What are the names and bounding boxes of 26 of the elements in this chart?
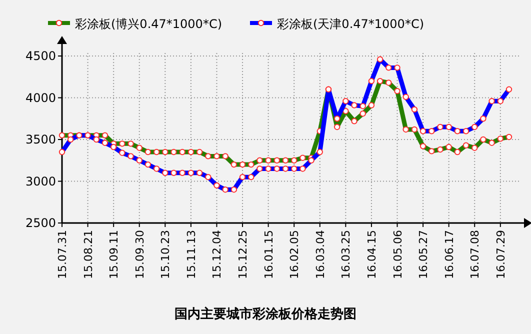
y-tick-label: 4500 bbox=[25, 49, 56, 63]
y-tick-label: 3000 bbox=[25, 174, 56, 188]
x-tick-label: 15.11.13 bbox=[184, 230, 198, 279]
y-tick-label: 3500 bbox=[25, 132, 56, 146]
legend-label: 彩涂板(天津0.47*1000*C) bbox=[277, 17, 424, 31]
x-tick-label: 16.05.06 bbox=[391, 230, 404, 279]
x-tick-label: 16.01.15 bbox=[262, 230, 276, 279]
x-tick-label: 15.07.31 bbox=[56, 230, 69, 279]
x-tick-label: 15.12.04 bbox=[210, 230, 224, 279]
y-tick-label: 2500 bbox=[25, 216, 56, 230]
x-tick-label: 16.06.17 bbox=[442, 230, 456, 279]
x-tick-label: 15.10.23 bbox=[159, 230, 172, 279]
legend-label: 彩涂板(博兴0.47*1000*C) bbox=[75, 17, 222, 31]
x-tick-label: 16.05.27 bbox=[417, 230, 430, 279]
x-tick-label: 16.02.05 bbox=[288, 230, 302, 279]
x-tick-label: 16.03.04 bbox=[314, 230, 327, 279]
text: 国内主要城市彩涂板价格走势图 bbox=[174, 306, 356, 322]
x-tick-label: 15.09.11 bbox=[108, 230, 121, 279]
x-tick-label: 16.03.25 bbox=[340, 230, 353, 279]
x-tick-label: 16.07.29 bbox=[494, 230, 508, 279]
x-tick-label: 16.07.08 bbox=[468, 230, 482, 279]
x-tick-label: 15.12.25 bbox=[236, 230, 250, 279]
x-tick-label: 15.09.30 bbox=[133, 230, 146, 279]
y-tick-label: 4000 bbox=[25, 90, 56, 105]
x-tick-label: 15.08.21 bbox=[82, 230, 95, 279]
x-tick-label: 16.04.15 bbox=[365, 230, 378, 279]
